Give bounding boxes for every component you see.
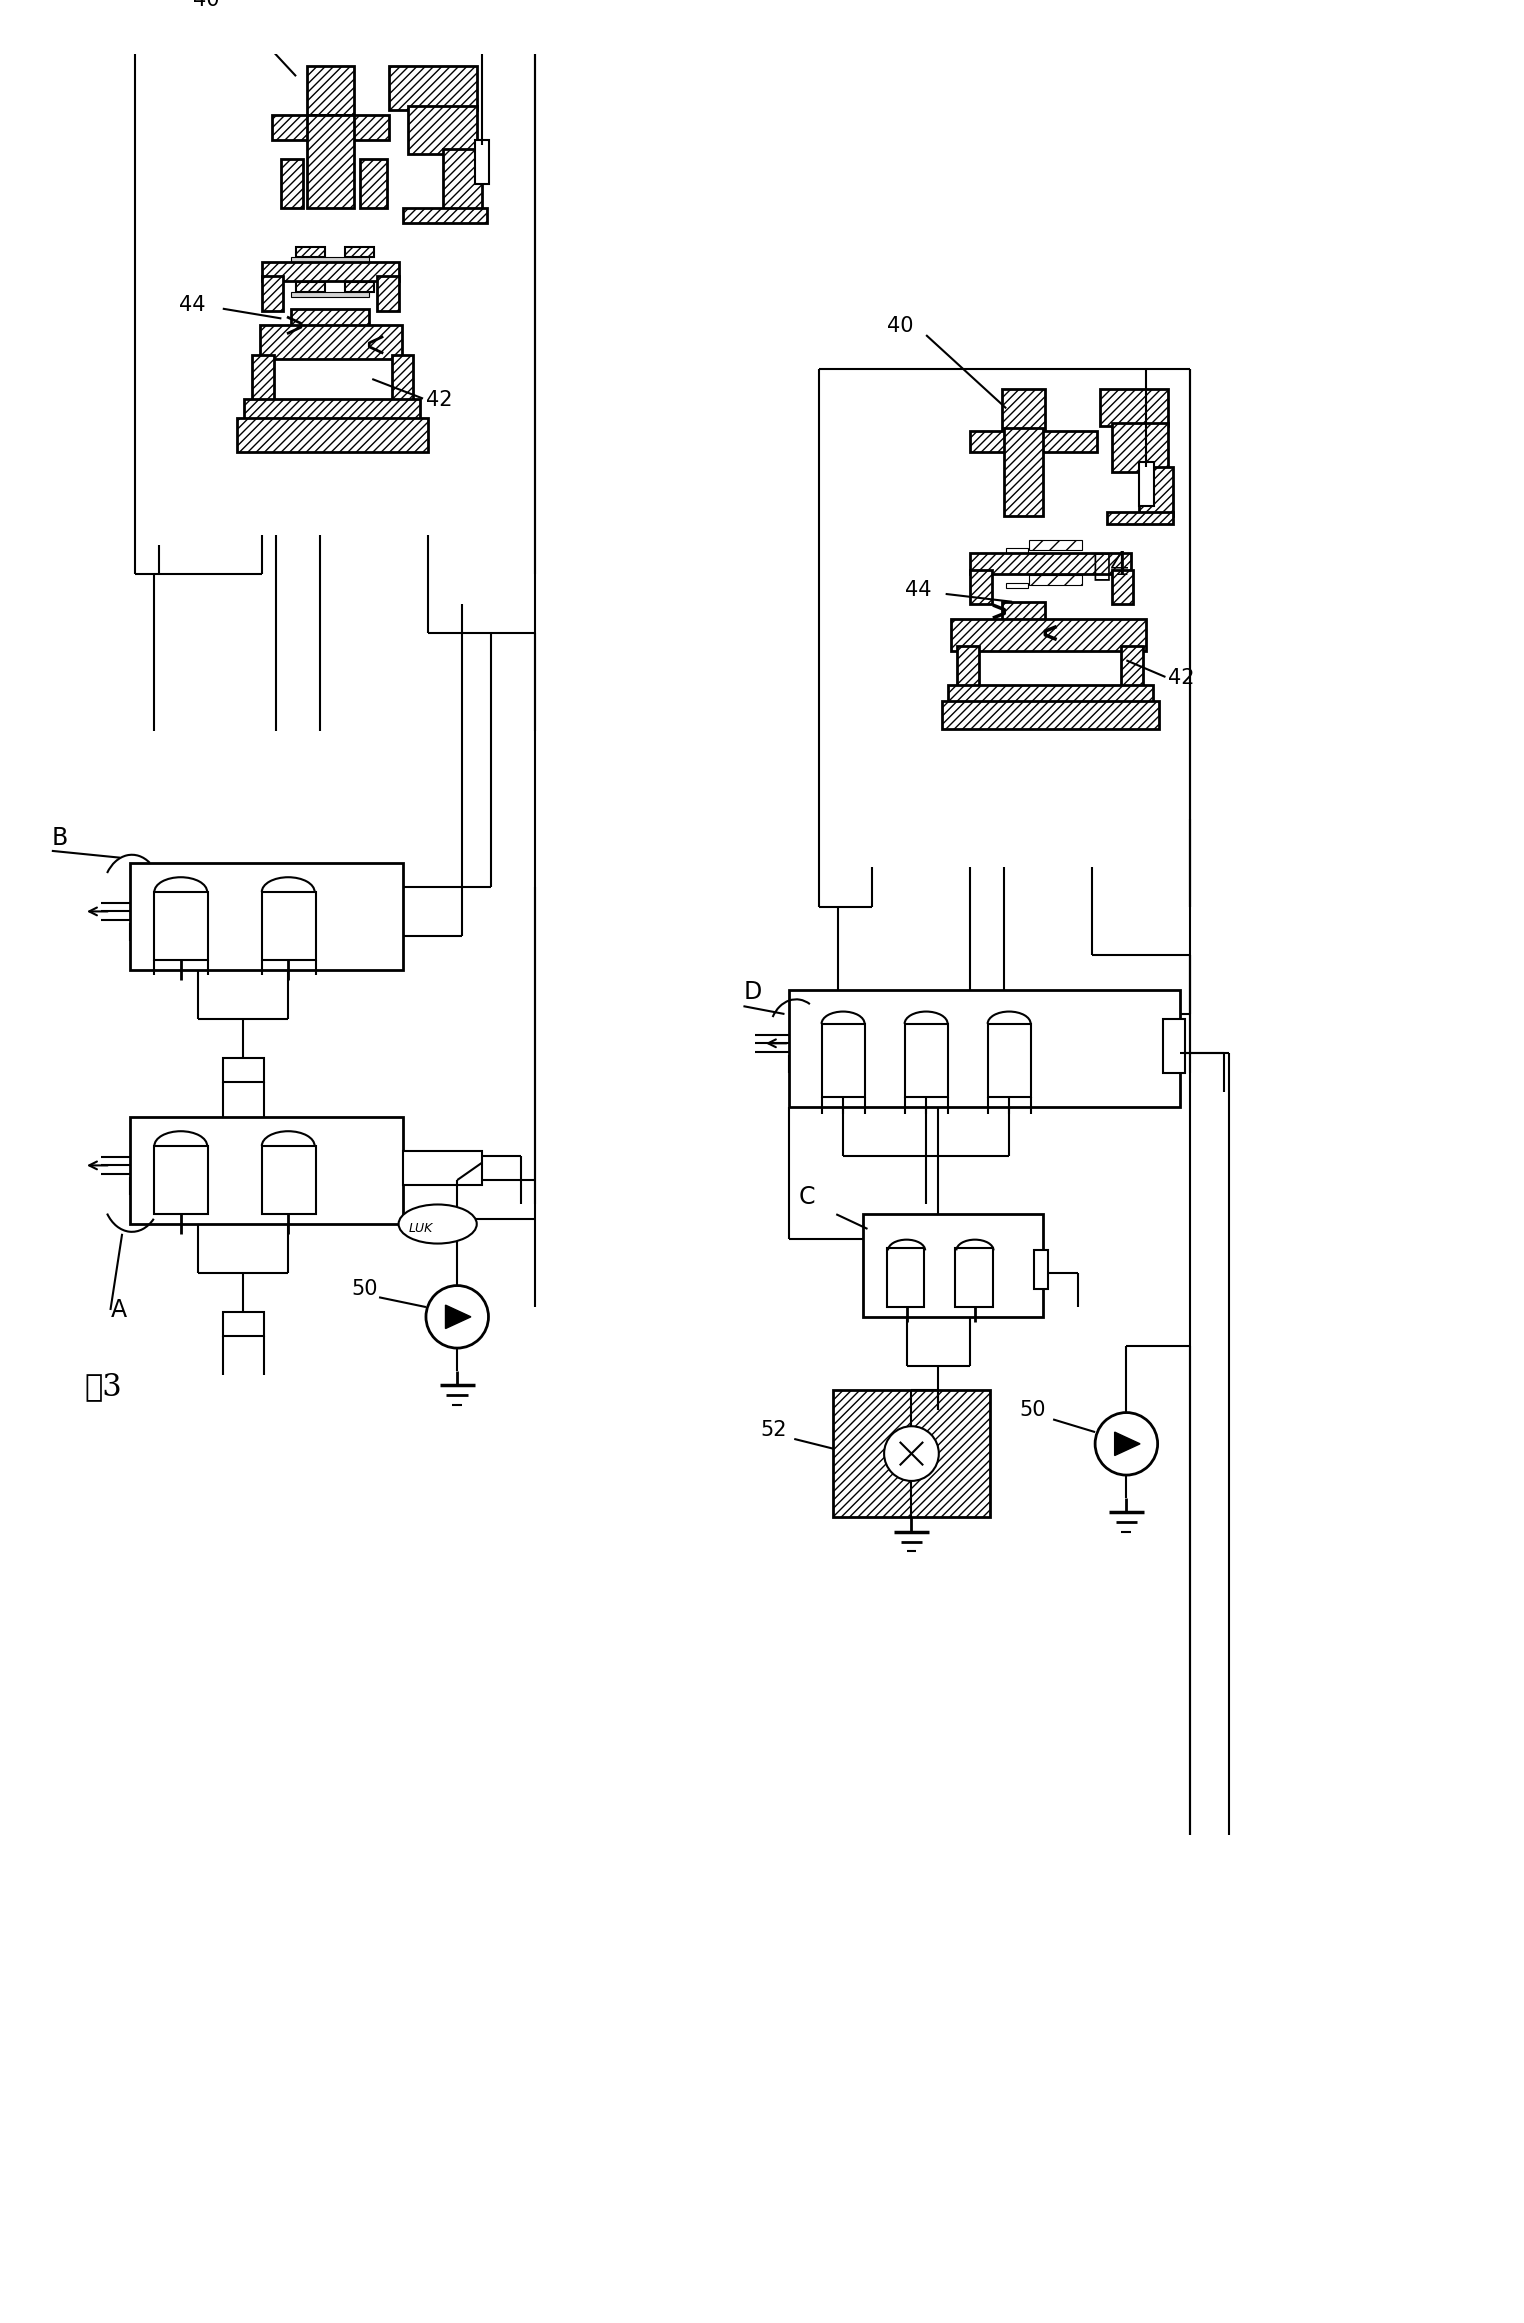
Ellipse shape: [399, 1206, 477, 1243]
Bar: [404, 209, 486, 223]
Bar: [951, 620, 1146, 650]
Bar: [442, 149, 482, 214]
Circle shape: [1096, 1412, 1158, 1475]
Bar: [863, 1215, 1044, 1317]
Bar: [905, 1024, 948, 1096]
Bar: [1106, 511, 1173, 523]
Text: 40: 40: [887, 316, 913, 337]
Bar: [282, 160, 303, 209]
Bar: [223, 1057, 264, 1083]
Bar: [834, 1389, 989, 1517]
Bar: [404, 1150, 482, 1185]
Bar: [408, 105, 477, 153]
Bar: [1003, 388, 1045, 432]
Bar: [1111, 569, 1134, 604]
Bar: [1033, 1250, 1049, 1289]
Bar: [1111, 423, 1169, 472]
Text: 44: 44: [905, 581, 931, 599]
Text: B: B: [52, 827, 69, 850]
Bar: [296, 265, 325, 274]
Text: 42: 42: [425, 390, 453, 411]
Polygon shape: [1114, 1431, 1140, 1457]
Bar: [154, 892, 209, 959]
Bar: [291, 309, 369, 330]
Bar: [887, 1247, 924, 1308]
Bar: [1004, 427, 1044, 516]
Bar: [956, 1247, 992, 1308]
Bar: [291, 293, 369, 297]
Text: C: C: [799, 1185, 815, 1210]
Text: 44: 44: [178, 295, 206, 314]
Text: 图3: 图3: [84, 1371, 122, 1403]
Text: A: A: [110, 1299, 126, 1322]
Bar: [262, 262, 399, 281]
Polygon shape: [445, 1306, 471, 1329]
Bar: [262, 276, 283, 311]
Bar: [957, 646, 978, 690]
Text: D: D: [744, 980, 762, 1004]
Bar: [1138, 467, 1173, 516]
Bar: [130, 1117, 404, 1224]
Bar: [389, 67, 477, 112]
Bar: [271, 116, 389, 139]
Bar: [971, 553, 1131, 574]
Bar: [1029, 558, 1082, 567]
Bar: [296, 246, 325, 258]
Text: 50: 50: [352, 1280, 378, 1299]
Bar: [244, 400, 421, 423]
Bar: [344, 283, 375, 293]
Text: 图4: 图4: [1093, 551, 1129, 581]
Bar: [942, 702, 1158, 729]
Circle shape: [425, 1285, 489, 1347]
Bar: [261, 325, 401, 360]
Bar: [1029, 576, 1082, 585]
Bar: [344, 265, 375, 274]
Bar: [223, 1312, 264, 1336]
Text: 50: 50: [1020, 1401, 1045, 1419]
Bar: [1122, 646, 1143, 690]
Bar: [376, 276, 399, 311]
Circle shape: [884, 1426, 939, 1482]
Text: 42: 42: [1169, 667, 1195, 688]
Text: 52: 52: [760, 1419, 786, 1440]
Bar: [1029, 541, 1082, 551]
Bar: [971, 569, 992, 604]
Bar: [948, 685, 1152, 706]
Bar: [392, 355, 413, 404]
Bar: [262, 892, 315, 959]
Bar: [360, 160, 387, 209]
Bar: [1003, 602, 1045, 623]
Bar: [130, 862, 404, 971]
Bar: [475, 139, 489, 184]
Bar: [1138, 462, 1154, 506]
Text: 40: 40: [194, 0, 219, 9]
Bar: [1006, 548, 1027, 553]
Text: LUK: LUK: [408, 1222, 433, 1236]
Bar: [1100, 388, 1169, 425]
Bar: [154, 1145, 209, 1215]
Bar: [988, 1024, 1030, 1096]
Bar: [1163, 1020, 1186, 1073]
Bar: [238, 418, 428, 453]
Bar: [1006, 564, 1027, 571]
Bar: [291, 274, 369, 279]
Bar: [344, 246, 375, 258]
Bar: [971, 430, 1097, 453]
Bar: [251, 355, 274, 404]
Bar: [1006, 583, 1027, 588]
Bar: [821, 1024, 864, 1096]
Bar: [296, 283, 325, 293]
Bar: [262, 1145, 315, 1215]
Bar: [789, 990, 1180, 1106]
Bar: [306, 67, 354, 121]
Bar: [306, 116, 354, 209]
Bar: [291, 258, 369, 262]
